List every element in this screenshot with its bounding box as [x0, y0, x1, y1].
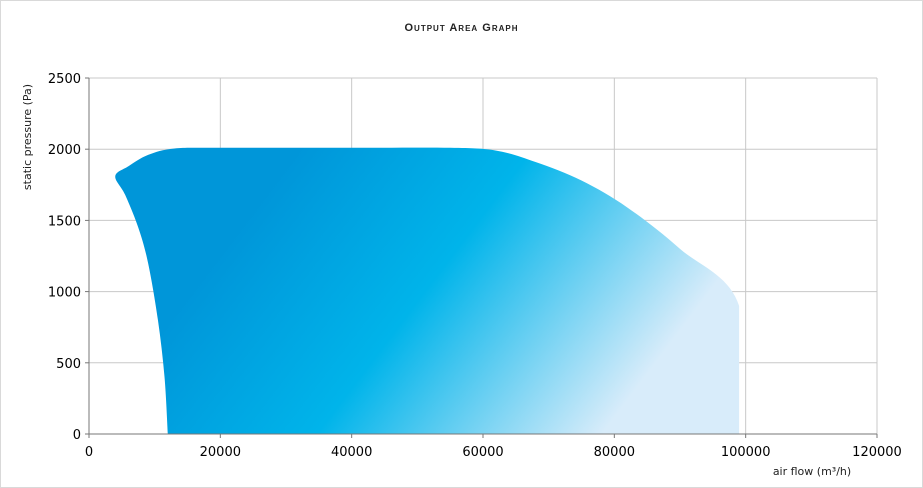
axis-layer [85, 77, 878, 438]
x-tick-label: 80000 [594, 445, 635, 460]
y-tick-label: 1500 [48, 214, 81, 229]
x-tick-label: 20000 [200, 445, 241, 460]
chart-title: Output Area Graph [404, 22, 519, 34]
y-tick-label: 2500 [48, 72, 81, 87]
x-tick-labels: 0 20000 40000 60000 80000 100000 120000 [85, 445, 902, 460]
y-tick-label: 1000 [48, 286, 81, 301]
x-tick-label: 40000 [331, 445, 372, 460]
y-tick-labels: 0 500 1000 1500 2000 2500 [48, 72, 81, 443]
output-area [115, 147, 740, 435]
y-tick-label: 0 [73, 428, 81, 443]
y-tick-label: 2000 [48, 143, 81, 158]
x-tick-label: 100000 [721, 445, 771, 460]
x-tick-label: 0 [85, 445, 93, 460]
y-tick-label: 500 [56, 357, 81, 372]
x-tick-label: 120000 [852, 445, 902, 460]
y-axis-label: static pressure (Pa) [21, 84, 34, 190]
x-tick-label: 60000 [462, 445, 503, 460]
x-axis-label: air flow (m³/h) [773, 465, 851, 478]
